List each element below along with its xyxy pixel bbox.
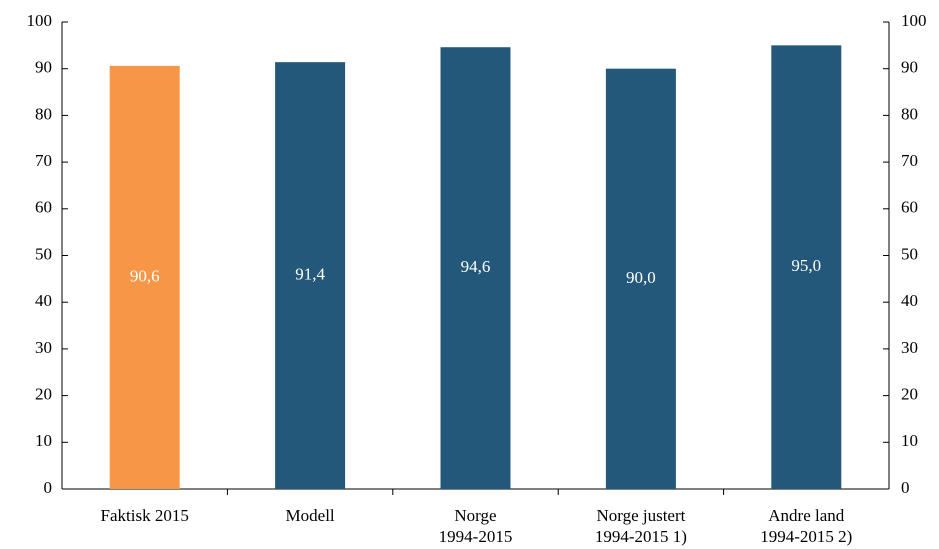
y2-tick-label: 90 [901,58,918,77]
value-label: 95,0 [791,256,821,275]
y-tick-label: 50 [35,244,52,263]
y2-tick-label: 10 [901,431,918,450]
y-tick-label: 0 [44,478,53,497]
x-tick-label: Modell [286,506,335,525]
value-label: 90,0 [626,268,656,287]
value-label: 91,4 [295,264,325,283]
y2-tick-label: 60 [901,198,918,217]
y2-tick-label: 100 [901,11,927,30]
x-tick-label: Norge 1994-2015 [439,506,513,546]
y-tick-label: 30 [35,338,52,357]
y-tick-label: 80 [35,104,52,123]
y2-tick-label: 0 [901,478,910,497]
y-tick-label: 20 [35,385,52,404]
y2-tick-label: 20 [901,385,918,404]
bar [771,45,842,489]
y-tick-label: 90 [35,58,52,77]
y-tick-label: 70 [35,151,52,170]
y2-tick-label: 70 [901,151,918,170]
y-tick-label: 60 [35,198,52,217]
y2-tick-label: 80 [901,104,918,123]
x-tick-label: Faktisk 2015 [101,506,189,525]
y-tick-label: 10 [35,431,52,450]
bar [440,47,511,490]
x-tick-label: Andre land 1994-2015 2) [760,506,852,546]
y-tick-label: 40 [35,291,52,310]
bar [109,65,180,489]
bar [275,62,346,490]
y2-tick-label: 50 [901,244,918,263]
y2-tick-label: 40 [901,291,918,310]
y2-tick-label: 30 [901,338,918,357]
value-label: 90,6 [130,266,160,285]
bar [605,68,676,489]
value-label: 94,6 [461,257,491,276]
x-tick-label: Norge justert 1994-2015 1) [595,506,687,546]
y-tick-label: 100 [27,11,53,30]
